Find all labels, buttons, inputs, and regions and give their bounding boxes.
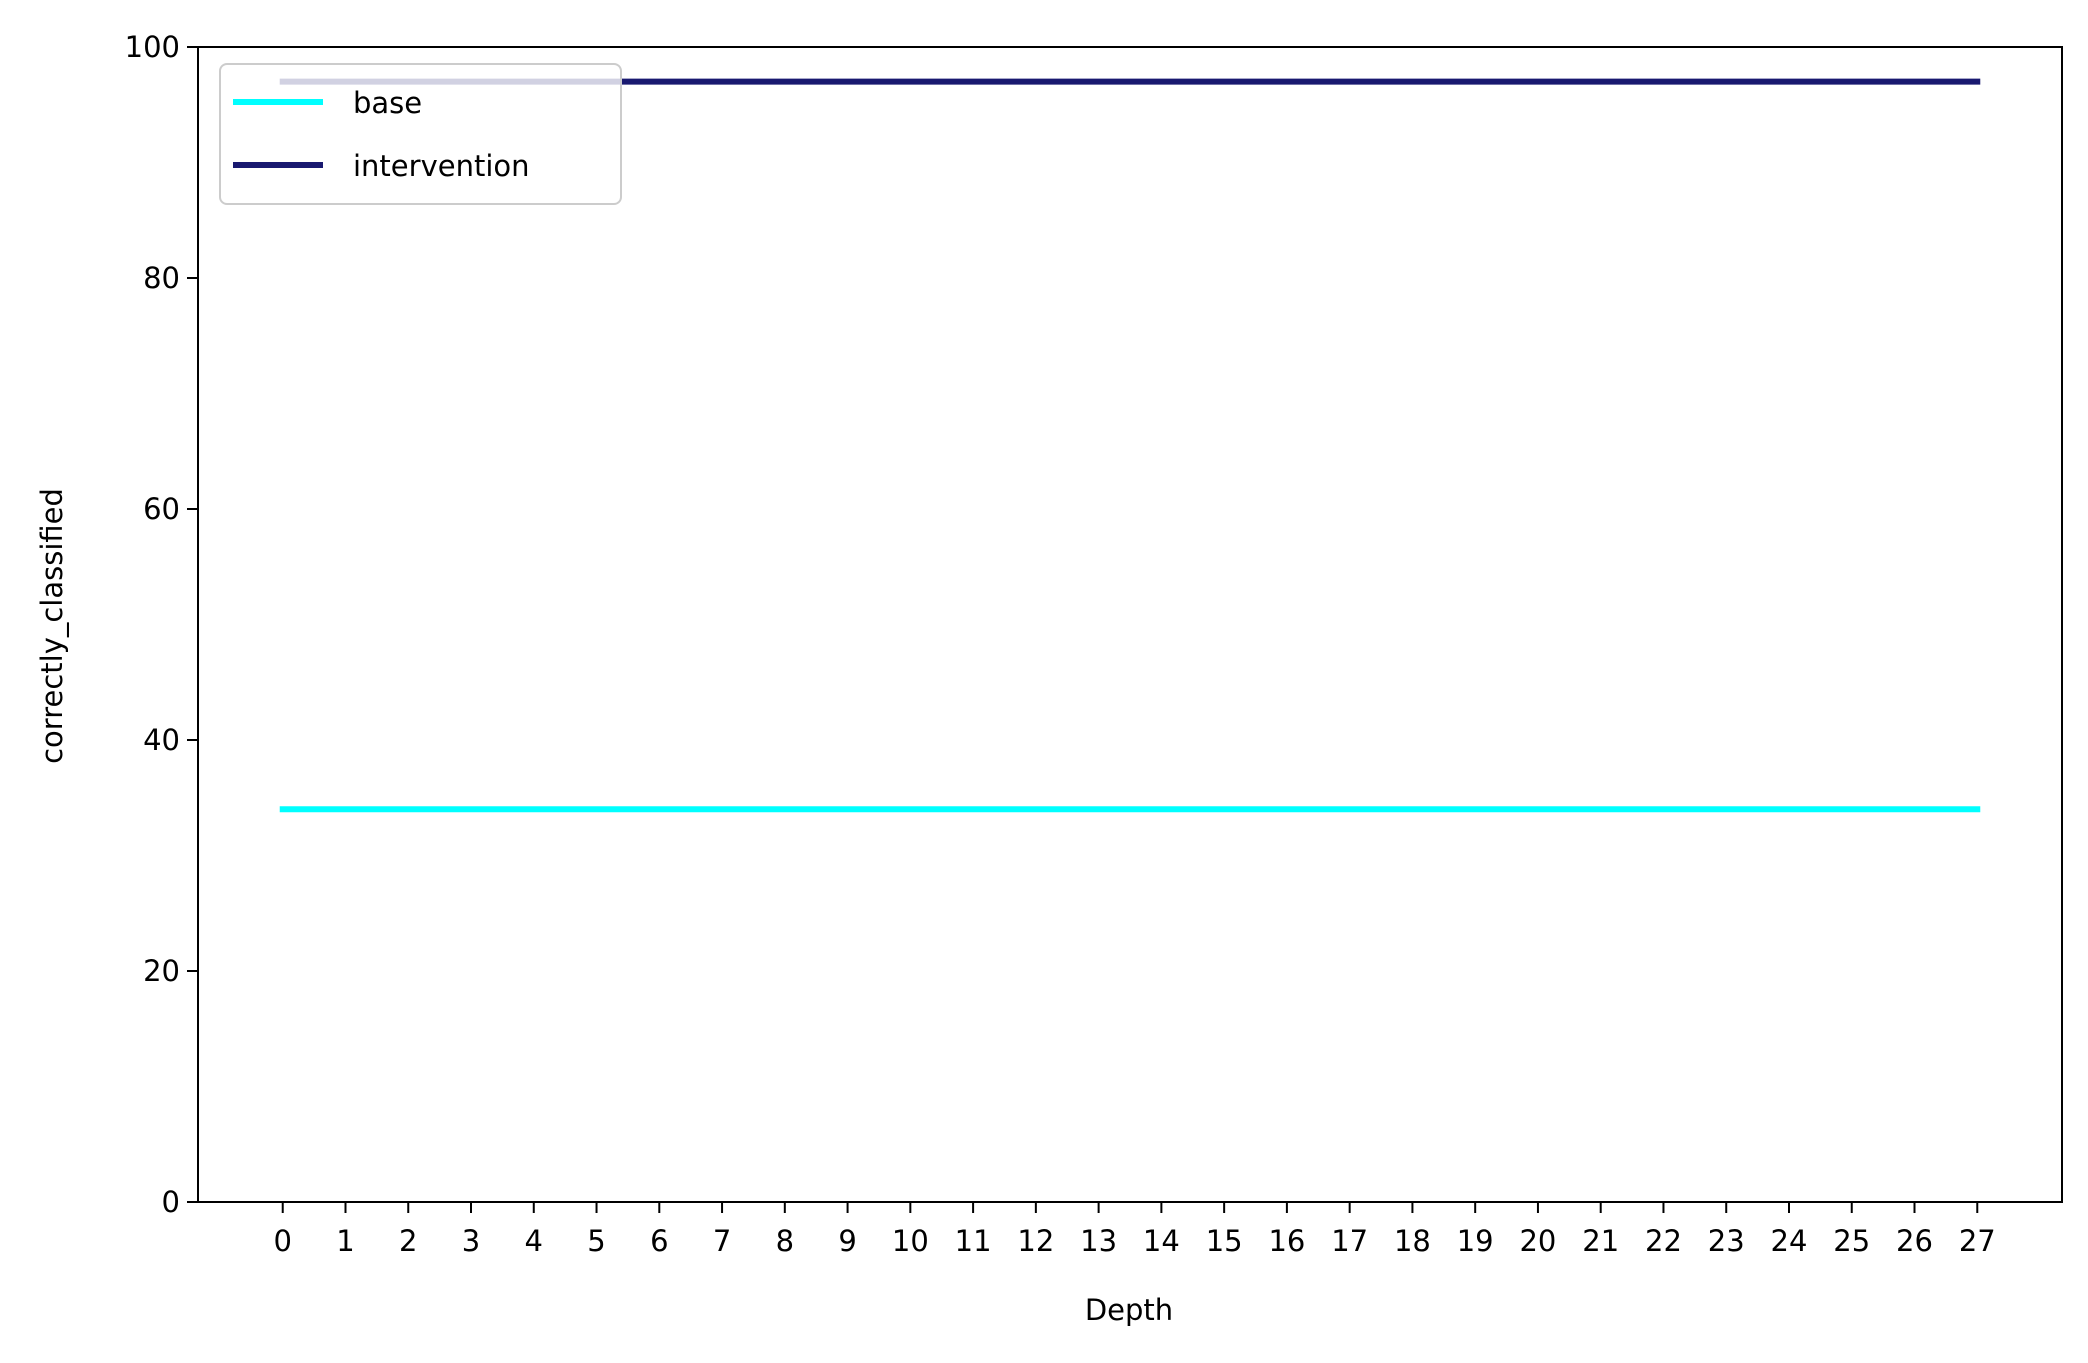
x-tick-label: 18 <box>1394 1224 1431 1258</box>
legend: base intervention <box>219 63 622 205</box>
x-tick-label: 4 <box>525 1224 543 1258</box>
x-tick-label: 3 <box>462 1224 480 1258</box>
axes-layer: 0 1 2 3 4 5 6 7 8 9 10 11 12 13 14 15 16 17 18 19 20 21 22 23 24… <box>125 30 2063 1258</box>
x-tick-label: 9 <box>838 1224 856 1258</box>
x-tick-label: 6 <box>650 1224 668 1258</box>
x-tick-label: 14 <box>1143 1224 1180 1258</box>
y-tick-label: 80 <box>143 261 180 295</box>
y-tick-label: 20 <box>143 954 180 988</box>
x-tick-label: 11 <box>955 1224 992 1258</box>
x-tick-label: 15 <box>1206 1224 1243 1258</box>
y-tick-label: 100 <box>125 30 180 64</box>
y-tick-label: 40 <box>143 723 180 757</box>
x-tick-label: 5 <box>587 1224 605 1258</box>
plot-frame <box>197 46 2063 1203</box>
x-tick-label: 22 <box>1645 1224 1682 1258</box>
x-tick-label: 13 <box>1080 1224 1117 1258</box>
x-tick-label: 0 <box>274 1224 292 1258</box>
x-tick-label: 2 <box>399 1224 417 1258</box>
legend-label-intervention: intervention <box>353 149 530 183</box>
x-tick-label: 19 <box>1457 1224 1494 1258</box>
x-tick-label: 26 <box>1896 1224 1933 1258</box>
x-tick-label: 17 <box>1331 1224 1368 1258</box>
legend-box <box>219 63 622 205</box>
x-tick-label: 21 <box>1582 1224 1619 1258</box>
x-tick-label: 10 <box>892 1224 929 1258</box>
y-tick-label: 60 <box>143 492 180 526</box>
x-tick-label: 20 <box>1519 1224 1556 1258</box>
y-axis-label: correctly_classified <box>35 488 69 764</box>
x-tick-label: 7 <box>713 1224 731 1258</box>
x-tick-label: 23 <box>1708 1224 1745 1258</box>
y-tick-label: 0 <box>162 1185 180 1219</box>
x-axis-label: Depth <box>1085 1293 1173 1327</box>
x-tick-label: 1 <box>336 1224 354 1258</box>
x-tick-label: 8 <box>776 1224 794 1258</box>
legend-label-base: base <box>353 86 422 120</box>
x-tick-label: 12 <box>1017 1224 1054 1258</box>
x-tick-label: 25 <box>1833 1224 1870 1258</box>
x-tick-label: 24 <box>1771 1224 1808 1258</box>
x-tick-label: 27 <box>1959 1224 1996 1258</box>
x-tick-label: 16 <box>1268 1224 1305 1258</box>
